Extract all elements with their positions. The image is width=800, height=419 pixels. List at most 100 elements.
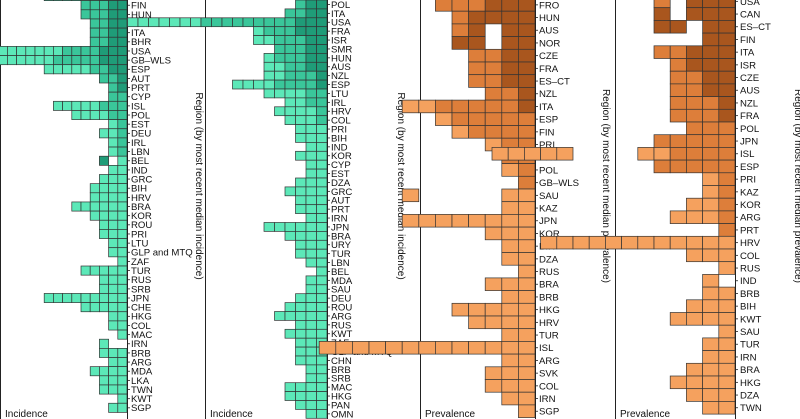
- heat-cell: [99, 338, 109, 349]
- heat-cell: [62, 55, 73, 66]
- heat-cell: [295, 177, 307, 188]
- region-label: NOR: [539, 38, 560, 49]
- heat-cell: [316, 391, 328, 401]
- heat-cell: [80, 9, 91, 20]
- heat-cell: [117, 348, 128, 358]
- region-label: BRA: [539, 280, 559, 291]
- heat-cell: [295, 311, 307, 321]
- heat-cell: [295, 391, 307, 401]
- region-label: BIH: [331, 133, 347, 144]
- heat-cell: [305, 159, 317, 170]
- region-label: PRT: [740, 225, 759, 236]
- heat-cell: [468, 61, 486, 76]
- heat-cell: [718, 20, 736, 34]
- heat-cell: [108, 283, 119, 294]
- heat-cell: [274, 222, 286, 232]
- heat-cell: [284, 44, 296, 54]
- panel-3: FROHUNAUSNORCZEFRAES–CTNZLITAESPFINPRIPR…: [318, 0, 611, 419]
- region-label: KWT: [740, 314, 761, 325]
- region-label: KAZ: [539, 203, 558, 214]
- region-label: DEU: [331, 294, 351, 305]
- heat-cell: [89, 302, 100, 313]
- heat-cell: [305, 204, 317, 214]
- region-label: ITA: [331, 9, 346, 20]
- heat-cell: [518, 125, 536, 139]
- heat-cell: [718, 32, 736, 47]
- region-label: PRI: [331, 124, 347, 135]
- heat-cell: [200, 17, 212, 28]
- heat-cell: [108, 146, 119, 157]
- region-label: BRA: [131, 202, 151, 213]
- heat-cell: [669, 159, 687, 174]
- heat-cell: [305, 391, 317, 401]
- region-label: TUR: [740, 340, 760, 351]
- heat-cell: [316, 17, 328, 28]
- heat-cell: [108, 165, 119, 175]
- region-label: FRO: [131, 0, 151, 2]
- heat-cell: [718, 286, 736, 301]
- region-label: USA: [740, 0, 760, 8]
- heat-cell: [284, 106, 296, 117]
- heat-cell: [43, 46, 54, 56]
- heat-cell: [16, 55, 27, 66]
- heat-cell: [451, 23, 469, 37]
- heat-cell: [274, 17, 286, 28]
- heat-cell: [518, 353, 536, 368]
- heat-cell: [295, 88, 307, 99]
- heat-cell: [501, 201, 519, 215]
- heat-cell: [305, 142, 317, 152]
- heat-cell: [518, 214, 536, 228]
- heat-cell: [484, 277, 503, 291]
- region-label: HUN: [331, 53, 352, 64]
- region-label: NZL: [539, 89, 558, 100]
- heat-cell: [284, 302, 296, 312]
- heat-cell: [253, 35, 265, 45]
- heat-cell: [80, 201, 91, 212]
- region-label: DEU: [131, 129, 151, 140]
- heat-cell: [686, 0, 703, 9]
- panel-label-bg: [207, 406, 267, 419]
- heat-cell: [637, 235, 655, 250]
- heat-cell: [295, 133, 307, 143]
- heat-cell: [316, 382, 328, 392]
- region-label: ESP: [539, 115, 558, 126]
- heat-cell: [62, 0, 73, 1]
- region-label: ISL: [131, 101, 146, 112]
- heat-cell: [295, 70, 307, 81]
- heat-cell: [263, 222, 275, 232]
- heat-cell: [316, 186, 328, 197]
- panel-label: Incidence: [5, 409, 48, 419]
- heat-cell: [7, 55, 17, 66]
- heat-cell: [718, 185, 736, 199]
- heat-cell: [316, 142, 328, 152]
- region-label: BHR: [131, 37, 151, 48]
- region-label: FRA: [740, 111, 760, 122]
- heat-cell: [484, 341, 503, 355]
- heat-cell: [0, 55, 8, 66]
- heat-cell: [702, 274, 720, 288]
- heat-cell: [501, 302, 519, 317]
- heat-cell: [518, 328, 536, 342]
- heat-cell: [305, 124, 317, 134]
- heat-cell: [43, 64, 54, 75]
- heat-cell: [169, 17, 181, 28]
- heat-cell: [295, 53, 307, 63]
- heat-cell: [295, 106, 307, 117]
- region-label: CYP: [331, 160, 351, 171]
- heat-cell: [108, 119, 119, 130]
- heat-cell: [669, 134, 687, 148]
- heat-cell: [305, 222, 317, 232]
- heat-cell: [316, 124, 328, 134]
- heat-cell: [117, 64, 128, 75]
- heat-cell: [686, 362, 703, 377]
- heat-cell: [274, 26, 286, 36]
- heat-cell: [71, 201, 82, 212]
- heat-cell: [295, 346, 307, 357]
- heat-cell: [305, 293, 317, 303]
- heat-cell: [99, 375, 109, 386]
- heat-cell: [253, 79, 265, 90]
- heat-cell: [435, 112, 453, 126]
- heat-cell: [501, 112, 519, 126]
- heat-cell: [718, 235, 736, 250]
- heat-cell: [518, 23, 536, 37]
